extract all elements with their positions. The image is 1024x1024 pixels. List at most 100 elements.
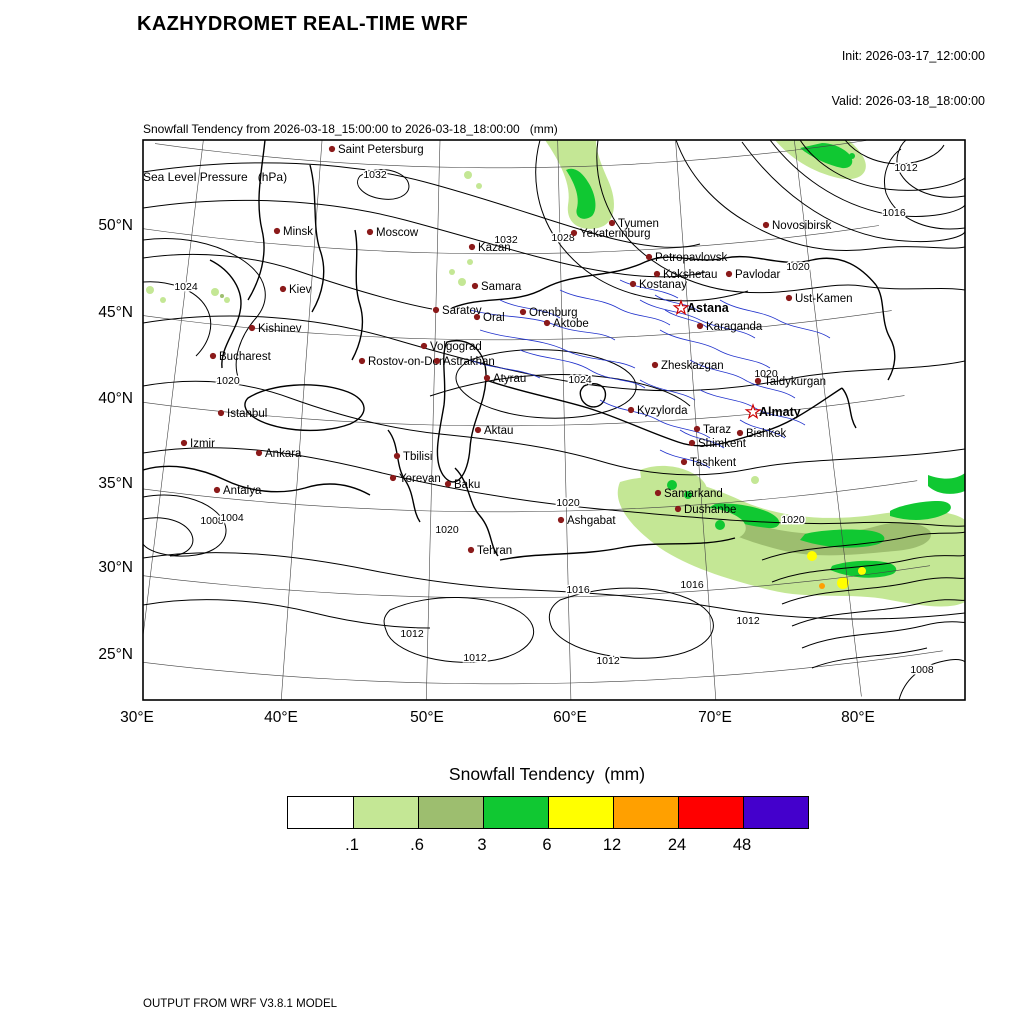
- border-coastline: [454, 467, 499, 557]
- isobar-contour: [675, 140, 965, 251]
- longitude-gridline: [557, 140, 572, 700]
- snowfall-shading: [146, 286, 154, 294]
- legend-color-cell: [288, 797, 353, 828]
- city-label: Orenburg: [529, 307, 578, 319]
- city-label: Izmir: [190, 438, 215, 450]
- city-dot-marker: [543, 319, 551, 327]
- city-dot-marker: [785, 294, 793, 302]
- legend-tick-row: .1 .6 3 6 12 24 48: [287, 836, 807, 860]
- city-label: Tashkent: [690, 457, 737, 469]
- city-label: Kokshetau: [663, 269, 717, 281]
- city-label: Kazan: [478, 242, 511, 254]
- city-label: Samara: [481, 281, 522, 293]
- city-dot-marker: [483, 374, 491, 382]
- city-dot-marker: [645, 253, 653, 261]
- legend-color-cell: [353, 797, 418, 828]
- legend-tick-label: .1: [345, 836, 359, 854]
- city-dot-marker: [473, 313, 481, 321]
- pressure-label: 1032: [363, 169, 387, 181]
- init-time: Init: 2026-03-17_12:00:00: [841, 49, 985, 63]
- snowfall-shading: [467, 259, 473, 265]
- isobar-contour: [884, 148, 965, 230]
- latitude-gridline: [143, 480, 918, 513]
- city-label: Volgograd: [430, 341, 482, 353]
- city-dot-marker: [608, 219, 616, 227]
- lat-label: 50°N: [98, 217, 133, 234]
- border-coastline: [143, 465, 371, 496]
- pressure-field-title: Sea Level Pressure (hPa): [143, 170, 288, 184]
- river-line: [699, 389, 806, 426]
- isobar-contour: [535, 140, 749, 302]
- city-label: Saratov: [442, 305, 482, 317]
- city-dot-marker: [468, 243, 476, 251]
- city-dot-marker: [627, 406, 635, 414]
- river-line: [469, 309, 616, 341]
- city-dot-marker: [358, 357, 366, 365]
- weather-map: 1032 1032 1028 1012 1016 1020 1024 1020 1024 1020…: [98, 139, 966, 726]
- pressure-label: 1004: [220, 512, 244, 524]
- isobar-contour: [769, 140, 965, 217]
- city-label: Tbilisi: [403, 451, 432, 463]
- border-coastline: [247, 140, 266, 301]
- pressure-label: 1012: [596, 655, 620, 667]
- isobar-contour: [429, 373, 691, 407]
- city-label: Zheskazgan: [661, 360, 724, 372]
- city-dot-marker: [653, 270, 661, 278]
- legend-color-cell: [548, 797, 613, 828]
- city-dot-marker: [209, 352, 217, 360]
- city-dot-marker: [736, 429, 744, 437]
- snowfall-shading: [890, 501, 951, 520]
- city-dot-marker: [519, 308, 527, 316]
- city-label: Atyrau: [493, 373, 526, 385]
- lon-label: 50°E: [410, 709, 444, 726]
- city-dot-marker: [444, 480, 452, 488]
- isobar-contour: [143, 281, 212, 357]
- model-info-line1: OUTPUT FROM WRF V3.8.1 MODEL: [143, 998, 338, 1010]
- pressure-label: 1016: [566, 584, 590, 596]
- city-dot-marker: [688, 439, 696, 447]
- isobar-contour: [844, 140, 945, 165]
- pressure-label: 1012: [894, 162, 918, 174]
- legend-tick-label: 3: [477, 836, 487, 854]
- legend-color-cell: [483, 797, 548, 828]
- river-line: [719, 299, 831, 339]
- city-dot-marker: [328, 145, 336, 153]
- city-label: Antalya: [223, 485, 262, 497]
- pressure-label: 1012: [400, 628, 424, 640]
- isobar-contour: [791, 599, 965, 627]
- city-dot-marker: [393, 452, 401, 460]
- snowfall-shading: [715, 520, 725, 530]
- lat-label: 35°N: [98, 475, 133, 492]
- snowfall-shading: [667, 480, 677, 490]
- city-dot-marker: [366, 228, 374, 236]
- longitude-gridline: [425, 140, 441, 700]
- isobar-contour: [143, 599, 431, 629]
- river-line: [689, 359, 796, 399]
- isobar-contour: [357, 169, 410, 200]
- river-line: [659, 329, 771, 369]
- city-dot-marker: [248, 324, 256, 332]
- city-label: Ust-Kamen: [795, 293, 853, 305]
- border-coastline: [387, 429, 421, 523]
- city-label: Tyumen: [618, 218, 659, 230]
- isobar-contour: [896, 140, 965, 198]
- snowfall-shading: [837, 577, 849, 589]
- river-line: [639, 299, 756, 339]
- city-dot-marker: [629, 280, 637, 288]
- snowfall-shading: [476, 183, 482, 189]
- city-label: Bishkek: [746, 428, 787, 440]
- legend-color-cell: [678, 797, 743, 828]
- snowfall-shading: [751, 476, 759, 484]
- city-label: Pavlodar: [735, 269, 781, 281]
- city-star-marker: [672, 299, 690, 316]
- isobar-contour: [143, 517, 194, 557]
- city-dot-marker: [432, 306, 440, 314]
- pressure-label: 1020: [556, 497, 580, 509]
- river-line: [664, 309, 709, 329]
- isobar-contour: [455, 349, 637, 419]
- city-dot-marker: [474, 426, 482, 434]
- pressure-label: 1008: [200, 515, 224, 527]
- lat-label: 25°N: [98, 646, 133, 663]
- city-label: Ashgabat: [567, 515, 616, 527]
- city-dot-marker: [696, 322, 704, 330]
